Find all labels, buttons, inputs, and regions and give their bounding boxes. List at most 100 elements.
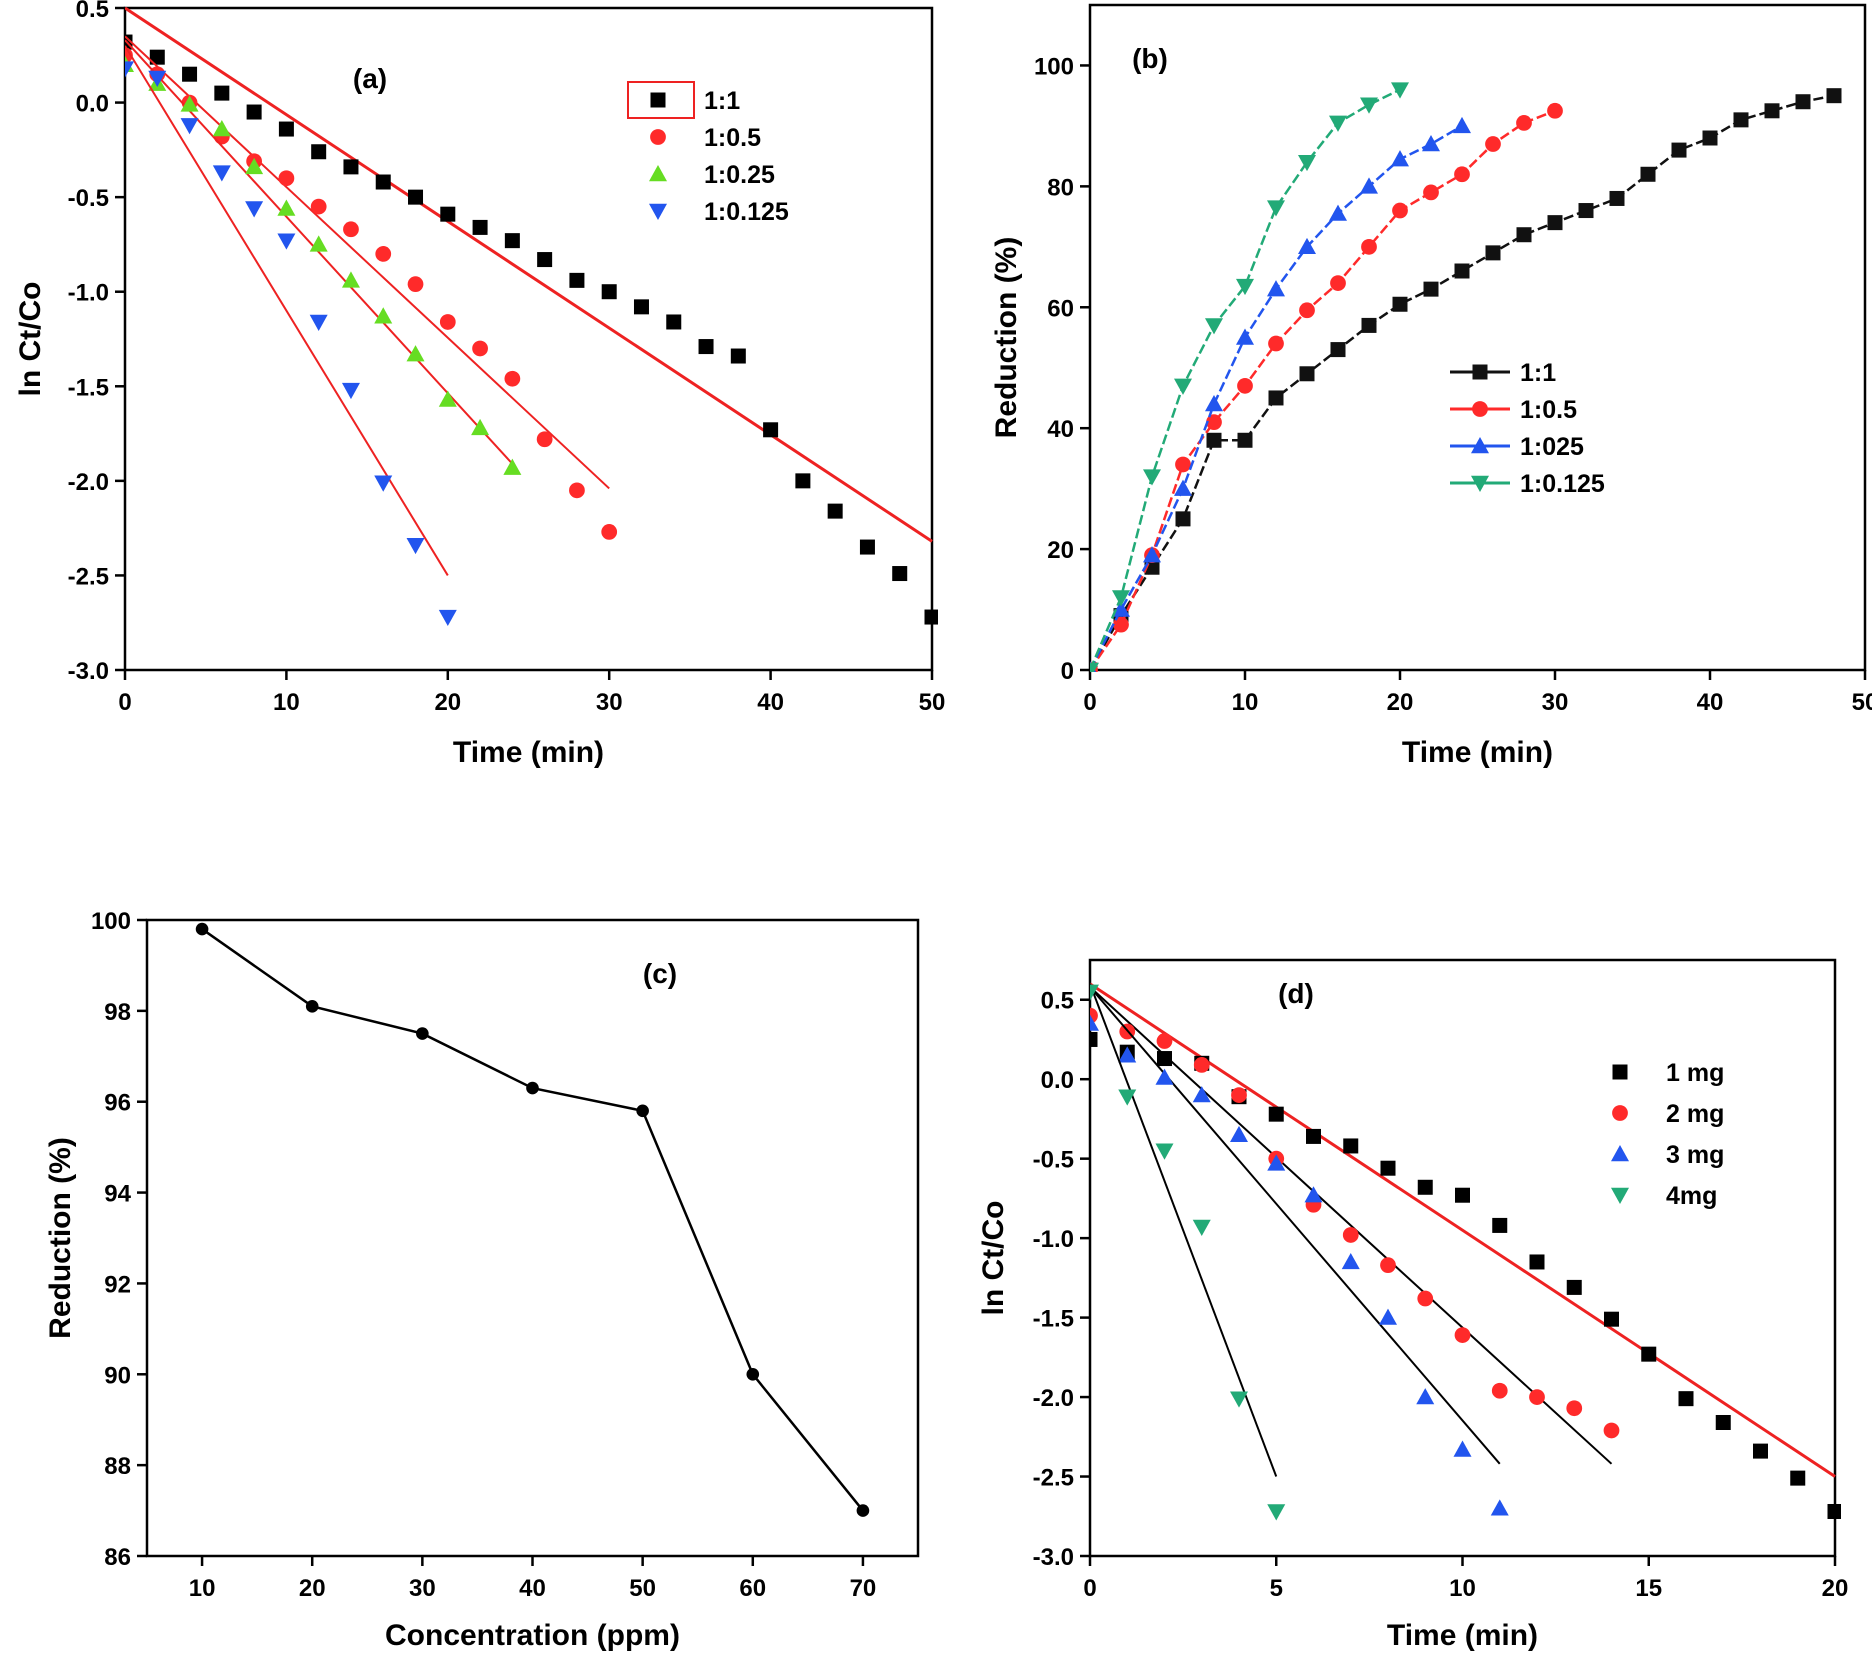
data-point-1-025	[1205, 395, 1223, 412]
legend-marker-1-0-125	[1471, 475, 1489, 492]
data-point-1-1	[1764, 103, 1780, 119]
data-point-1-1	[375, 174, 391, 190]
data-point-1-025	[1267, 280, 1285, 297]
y-tick-label: 100	[91, 908, 131, 935]
legend-marker-4mg	[1611, 1187, 1629, 1204]
data-point-1-1	[504, 233, 520, 249]
data-point-1-mg	[1641, 1346, 1657, 1362]
data-point-1-1	[1485, 245, 1501, 261]
legend-label-1-0-125: 1:0.125	[704, 198, 789, 226]
data-point-1-0-5	[1392, 202, 1408, 219]
data-point-1-0-5	[125, 47, 133, 64]
data-point-1-0-5	[278, 170, 295, 187]
data-point-series	[746, 1367, 760, 1381]
x-tick-label: 10	[1449, 1575, 1476, 1602]
legend-label-3-mg: 3 mg	[1666, 1141, 1724, 1169]
x-tick-label: 0	[1083, 1575, 1096, 1602]
panel-c-chart: 10 20 30 40 50 60 70 86 88 90 92 94 96 98 100 Concentra…	[44, 908, 920, 1652]
data-point-1-025	[1143, 546, 1161, 563]
data-point-1-mg	[1715, 1414, 1731, 1430]
data-point-1-1	[1826, 88, 1842, 104]
legend-label-2-mg: 2 mg	[1666, 1100, 1724, 1128]
data-point-series	[305, 1000, 319, 1013]
data-point-series	[416, 1027, 429, 1040]
legend-marker-2-mg	[1612, 1105, 1628, 1121]
legend-label-1-0-5: 1:0.5	[1520, 396, 1577, 424]
data-point-4mg	[1267, 1504, 1286, 1521]
legend-marker-1-0-5	[650, 129, 666, 145]
data-point-1-0-25	[503, 458, 522, 475]
y-tick-label: -3.0	[68, 658, 109, 685]
data-point-3-mg	[1118, 1046, 1137, 1063]
data-point-3-mg	[1090, 1014, 1099, 1031]
data-point-1-mg	[1492, 1217, 1508, 1233]
x-axis-label: Time (min)	[1387, 1619, 1538, 1652]
data-point-1-0-5	[536, 431, 553, 448]
y-tick-label: 86	[104, 1544, 131, 1571]
panel-label: (d)	[1278, 978, 1314, 1009]
legend-marker-1-mg	[1612, 1064, 1628, 1080]
x-tick-label: 0	[118, 689, 131, 716]
y-tick-label: 98	[104, 999, 131, 1026]
data-point-1-025	[1391, 150, 1409, 167]
data-point-1-1	[182, 66, 198, 82]
x-tick-label: 20	[1822, 1575, 1849, 1602]
data-point-1-1	[1361, 317, 1377, 333]
data-point-1-mg	[1306, 1128, 1321, 1144]
data-layer	[1090, 982, 1841, 1521]
x-tick-label: 5	[1270, 1575, 1283, 1602]
x-tick-label: 50	[1852, 689, 1872, 716]
x-tick-label: 30	[409, 1575, 436, 1602]
data-layer	[1090, 82, 1842, 672]
legend-label-1-0-125: 1:0.125	[1520, 470, 1605, 498]
data-point-1-0-125	[1267, 200, 1285, 217]
y-tick-label: 94	[104, 1181, 131, 1208]
data-point-1-025	[1112, 600, 1130, 617]
x-tick-label: 10	[273, 689, 300, 716]
data-point-1-0-25	[438, 390, 457, 407]
y-tick-label: -0.5	[1033, 1147, 1074, 1174]
data-point-1-1	[1237, 432, 1253, 448]
data-point-2-mg	[1193, 1057, 1210, 1073]
y-tick-label: 88	[104, 1453, 131, 1480]
legend-marker-1-0-125	[649, 203, 667, 220]
data-point-3-mg	[1379, 1308, 1397, 1325]
data-point-2-mg	[1491, 1382, 1508, 1399]
data-point-1-mg	[1343, 1138, 1359, 1154]
data-point-1-0-5	[1330, 275, 1346, 291]
panel-a-chart: 0 10 20 30 40 50 0.5 0.0 -0.5 -1.0 -1.5 -2.0 -2.5 -3.…	[14, 0, 945, 769]
fit-line-2-mg	[1090, 986, 1613, 1465]
data-point-2-mg	[1156, 1033, 1173, 1049]
legend-label-1-1: 1:1	[704, 87, 740, 115]
data-point-1-1	[1516, 227, 1532, 243]
plot-frame	[1088, 958, 1837, 1558]
legend-label-4mg: 4mg	[1666, 1182, 1717, 1210]
x-tick-label: 10	[1232, 689, 1259, 716]
data-point-2-mg	[1417, 1290, 1434, 1307]
data-point-2-mg	[1603, 1422, 1620, 1439]
data-point-1-1	[1733, 112, 1749, 128]
data-point-1-1	[472, 219, 488, 235]
data-point-1-025	[1360, 177, 1378, 194]
data-point-1-0-5	[1299, 302, 1315, 319]
data-point-1-025	[1236, 328, 1254, 345]
legend-label-1-1: 1:1	[1520, 359, 1556, 387]
y-tick-label: -2.0	[1033, 1385, 1074, 1412]
data-point-1-0-25	[180, 95, 199, 112]
series-line-1-0-5	[1090, 109, 1556, 671]
data-point-4mg	[1192, 1219, 1211, 1237]
data-point-1-1	[343, 159, 359, 175]
data-point-1-mg	[1827, 1503, 1841, 1519]
data-point-1-0-25	[245, 157, 264, 175]
data-point-1-1	[1454, 263, 1470, 279]
data-point-1-0-125	[1329, 115, 1347, 132]
data-point-1-1	[763, 422, 779, 438]
y-tick-label: 0.0	[1041, 1067, 1074, 1094]
data-point-1-1	[246, 104, 262, 120]
x-tick-label: 60	[739, 1575, 766, 1602]
y-tick-label: -3.0	[1033, 1544, 1074, 1571]
fit-line-1-0-25	[125, 39, 514, 465]
y-tick-label: 96	[104, 1090, 131, 1117]
data-point-1-1	[730, 348, 746, 364]
plot-frame	[145, 918, 920, 1558]
